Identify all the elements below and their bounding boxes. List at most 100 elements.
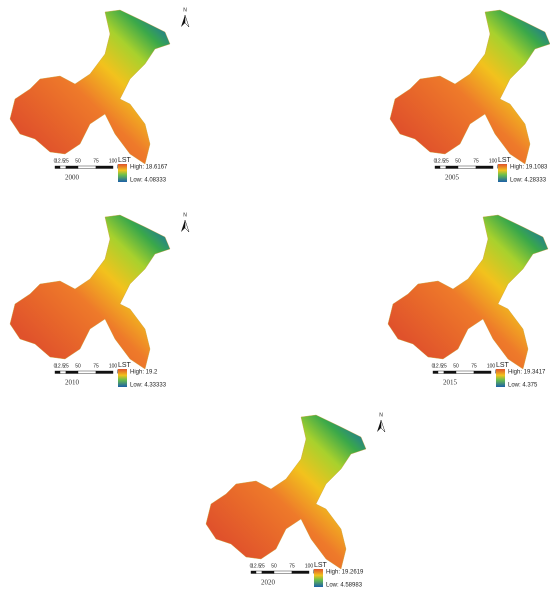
scale-label: 0 (54, 158, 57, 164)
scale-label: 75 (471, 363, 477, 369)
scale-segment (432, 370, 439, 374)
scale-segment (77, 165, 97, 169)
north-label: N (379, 412, 383, 418)
scale-label: 50 (75, 158, 81, 164)
scale-segment (77, 370, 97, 374)
north-label: N (183, 212, 187, 218)
scale-label: 12.5 (433, 363, 443, 369)
legend-high: High: 19.2619 (326, 570, 364, 576)
scale-segment (291, 570, 310, 574)
scale-label: 75 (93, 363, 99, 369)
north-arrow (377, 420, 381, 432)
north-arrow (181, 15, 185, 27)
north-arrow (380, 419, 386, 433)
legend-title: LST (118, 157, 132, 164)
scale-segment (65, 370, 79, 374)
north-arrow (181, 220, 185, 232)
scale-segment (261, 570, 275, 574)
scale-label: 25 (63, 363, 69, 369)
legend-colorbar (118, 369, 127, 387)
legend-high: High: 19.1083 (510, 165, 548, 171)
region-map (387, 214, 549, 370)
legend-low: Low: 4.08333 (130, 178, 167, 184)
scale-segment (439, 165, 447, 169)
scale-segment (273, 570, 293, 574)
legend-low: Low: 4.33333 (130, 383, 167, 389)
scale-label: 50 (453, 363, 459, 369)
legend-low: Low: 4.28333 (510, 178, 547, 184)
scale-segment (437, 370, 445, 374)
legend-title: LST (118, 362, 132, 369)
scale-label: 75 (473, 158, 479, 164)
scale-label: 12.5 (435, 158, 445, 164)
scale-segment (445, 165, 459, 169)
scale-label: 50 (271, 563, 277, 569)
legend-colorbar (118, 164, 127, 182)
scale-label: 0 (432, 363, 435, 369)
scale-segment (457, 165, 477, 169)
scale-segment (255, 570, 263, 574)
scale-segment (475, 165, 494, 169)
year-label: 2010 (65, 379, 80, 387)
legend-low: Low: 4.375 (508, 383, 538, 389)
scale-label: 75 (289, 563, 295, 569)
region-map (205, 414, 367, 570)
scale-segment (473, 370, 492, 374)
scale-label: 25 (63, 158, 69, 164)
legend-colorbar (496, 369, 505, 387)
north-label: N (183, 7, 187, 13)
year-label: 2000 (65, 174, 80, 182)
scale-label: 12.5 (55, 363, 65, 369)
scale-label: 100 (109, 158, 118, 164)
scale-label: 0 (434, 158, 437, 164)
scale-label: 0 (250, 563, 253, 569)
scale-segment (54, 165, 61, 169)
scale-label: 75 (93, 158, 99, 164)
scale-label: 100 (109, 363, 118, 369)
scale-segment (65, 165, 79, 169)
scale-label: 12.5 (55, 158, 65, 164)
scale-label: 100 (487, 363, 496, 369)
legend-title: LST (498, 157, 512, 164)
scale-segment (250, 570, 257, 574)
scale-label: 100 (305, 563, 314, 569)
year-label: 2015 (443, 379, 458, 387)
scale-label: 100 (489, 158, 498, 164)
scale-segment (59, 370, 67, 374)
legend-high: High: 19.2 (130, 370, 158, 376)
legend-title: LST (496, 362, 510, 369)
year-label: 2005 (445, 174, 460, 182)
north-arrow (184, 14, 190, 28)
scale-label: 25 (443, 158, 449, 164)
scale-label: 50 (75, 363, 81, 369)
north-arrow (184, 219, 190, 233)
region-map (9, 9, 171, 165)
scale-label: 25 (441, 363, 447, 369)
scale-segment (59, 165, 67, 169)
scale-segment (455, 370, 475, 374)
legend-low: Low: 4.58983 (326, 583, 363, 589)
year-label: 2020 (261, 579, 276, 587)
scale-label: 25 (259, 563, 265, 569)
legend-colorbar (498, 164, 507, 182)
region-map (9, 214, 171, 370)
scale-label: 12.5 (251, 563, 261, 569)
scale-label: 50 (455, 158, 461, 164)
legend-high: High: 18.6167 (130, 165, 168, 171)
scale-segment (95, 370, 114, 374)
scale-segment (443, 370, 457, 374)
scale-segment (54, 370, 61, 374)
legend-high: High: 19.3417 (508, 370, 546, 376)
legend-title: LST (314, 562, 328, 569)
scale-segment (434, 165, 441, 169)
scale-segment (95, 165, 114, 169)
scale-label: 0 (54, 363, 57, 369)
legend-colorbar (314, 569, 323, 587)
region-map (389, 9, 550, 165)
